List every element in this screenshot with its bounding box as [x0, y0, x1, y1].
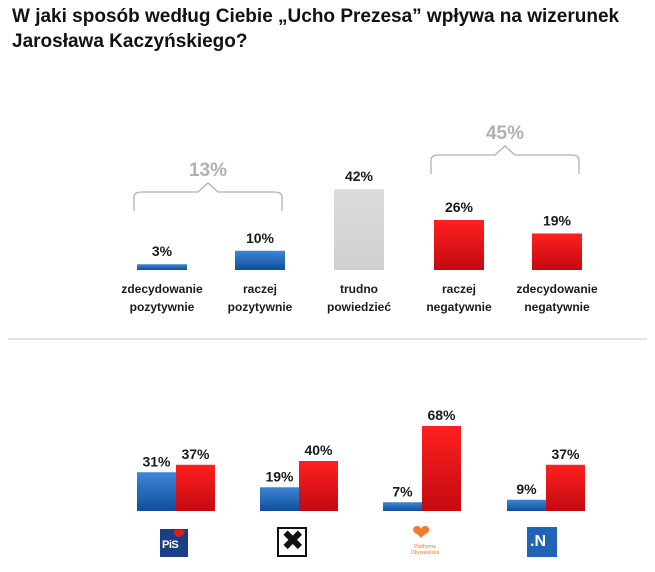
category-label-zdecydowanie-pozytywnie-2: pozytywnie — [130, 300, 195, 314]
category-label-zdecydowanie-negatywnie-2: negatywnie — [524, 300, 590, 314]
bar-pis-pozytywnie — [137, 472, 176, 511]
bar-raczej-negatywnie — [434, 220, 484, 270]
category-label-trudno-powiedziec-2: powiedzieć — [327, 300, 391, 314]
bar-zdecydowanie-negatywnie — [532, 233, 582, 270]
title-line-1: W jaki sposób według Ciebie „Ucho Prezes… — [12, 6, 620, 27]
bar-trudno-powiedziec — [334, 189, 384, 270]
value-label-nowoczesna-pozytywnie: 9% — [516, 481, 537, 497]
category-label-raczej-negatywnie-2: negatywnie — [426, 300, 492, 314]
bar-kukiz-negatywnie — [299, 461, 338, 511]
value-label-raczej-negatywnie: 26% — [445, 199, 474, 215]
bar-zdecydowanie-pozytywnie — [137, 264, 187, 270]
value-label-zdecydowanie-negatywnie: 19% — [543, 212, 572, 228]
bar-pis-negatywnie — [176, 464, 215, 511]
value-label-po-negatywnie: 68% — [427, 407, 456, 423]
bar-po-negatywnie — [422, 426, 461, 511]
top-chart: 3% zdecydowanie pozytywnie 10% raczej pozytyw… — [121, 123, 598, 314]
x-mark-icon: ✖ — [281, 524, 305, 557]
group-bracket-1 — [133, 182, 283, 211]
value-label-pis-negatywnie: 37% — [181, 446, 210, 462]
pis-logo-text: PiS — [162, 539, 179, 551]
kukiz-logo: ✖ — [277, 524, 307, 557]
group-bracket-2 — [430, 145, 580, 174]
chart-title: W jaki sposób według Ciebie „Ucho Prezes… — [12, 4, 652, 54]
bar-nowoczesna-negatywnie — [546, 464, 585, 511]
category-label-raczej-negatywnie-1: raczej — [442, 282, 476, 296]
eagle-icon — [174, 530, 184, 537]
bar-raczej-pozytywnie — [235, 250, 285, 270]
value-label-kukiz-negatywnie: 40% — [304, 442, 333, 458]
category-label-zdecydowanie-negatywnie-1: zdecydowanie — [516, 282, 598, 296]
heart-icon: ❤ — [412, 521, 431, 546]
bar-nowoczesna-pozytywnie — [507, 499, 546, 511]
nowoczesna-logo: .N — [527, 527, 557, 557]
po-logo: ❤ Platforma Obywatelska — [405, 522, 445, 560]
value-label-nowoczesna-negatywnie: 37% — [551, 446, 580, 462]
bar-kukiz-pozytywnie — [260, 487, 299, 511]
value-label-po-pozytywnie: 7% — [392, 483, 413, 499]
nowoczesna-logo-text: .N — [530, 533, 546, 550]
value-label-pis-pozytywnie: 31% — [142, 453, 171, 469]
value-label-kukiz-pozytywnie: 19% — [265, 468, 294, 484]
category-label-zdecydowanie-pozytywnie-1: zdecydowanie — [121, 282, 203, 296]
category-label-raczej-pozytywnie-2: pozytywnie — [228, 300, 293, 314]
value-label-trudno-powiedziec: 42% — [345, 168, 374, 184]
bar-po-pozytywnie — [383, 502, 422, 511]
title-line-2: Jarosława Kaczyńskiego? — [12, 31, 248, 52]
group-total-label-1: 13% — [189, 160, 227, 181]
value-label-zdecydowanie-pozytywnie: 3% — [152, 243, 173, 259]
party-chart: 31% 37% 19% 40% 7% 68% 9% 37% — [137, 407, 585, 511]
category-label-trudno-powiedziec-1: trudno — [340, 282, 378, 296]
group-total-label-2: 45% — [486, 123, 524, 144]
value-label-raczej-pozytywnie: 10% — [246, 230, 275, 246]
pis-logo: PiS — [160, 529, 188, 557]
category-label-raczej-pozytywnie-1: raczej — [243, 282, 277, 296]
po-logo-text: Platforma Obywatelska — [410, 544, 440, 556]
